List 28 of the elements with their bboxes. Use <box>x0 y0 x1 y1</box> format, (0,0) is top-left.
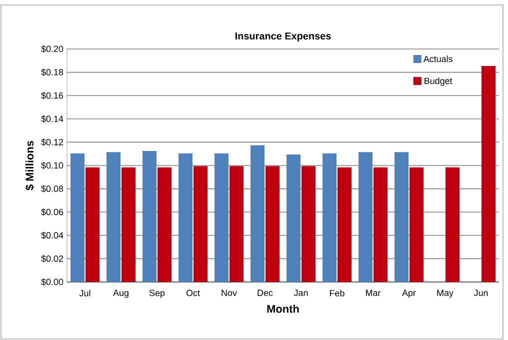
x-tick-label: Feb <box>330 290 344 296</box>
x-axis-title: Month <box>267 304 299 313</box>
y-tick-label: $0.02 <box>41 255 64 262</box>
x-tick-label: May <box>437 290 454 298</box>
y-tick-label: $0.04 <box>41 232 64 240</box>
x-tick-label: Dec <box>258 290 273 296</box>
y-tick-label: $0.16 <box>41 92 64 100</box>
y-tick-label: $0.06 <box>41 208 64 216</box>
x-tick-label: Jun <box>474 290 488 296</box>
y-tick-label: $0.12 <box>41 138 64 146</box>
y-axis-title: $ Millions <box>25 140 34 190</box>
x-tick-label: Jan <box>294 290 308 296</box>
y-tick-label: $0.14 <box>41 115 64 123</box>
y-tick-label: $0.18 <box>41 68 64 76</box>
legend-label: Actuals <box>423 56 452 62</box>
chart-title: Insurance Expenses <box>236 32 331 42</box>
x-tick-label: Nov <box>222 290 237 296</box>
y-tick-label: $0.08 <box>41 185 64 192</box>
y-tick-label: $0.10 <box>41 162 64 170</box>
x-tick-label: Sep <box>149 290 165 298</box>
x-tick-label: Oct <box>186 290 200 296</box>
y-tick-label: $0.00 <box>41 278 64 286</box>
x-tick-label: Apr <box>402 290 416 298</box>
x-tick-label: Mar <box>366 290 381 296</box>
y-tick-label: $0.20 <box>41 45 64 53</box>
legend-label: Budget <box>424 77 452 86</box>
x-tick-label: Jul <box>79 290 90 296</box>
x-tick-label: Aug <box>113 290 128 298</box>
